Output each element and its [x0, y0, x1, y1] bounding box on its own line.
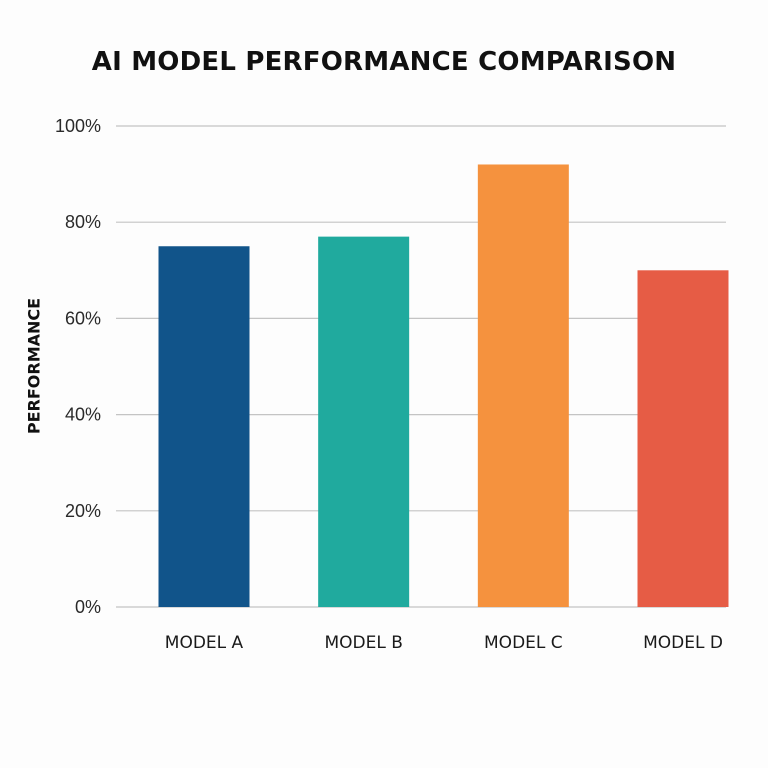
bars [158, 164, 729, 608]
x-tick-label: MODEL A [165, 633, 244, 653]
y-tick-label: 100% [55, 116, 101, 136]
y-tick-label: 80% [65, 212, 101, 232]
x-tick-label: MODEL D [643, 633, 723, 653]
bar-model-c [477, 164, 569, 608]
bar-model-a [158, 246, 250, 607]
bar-model-b [318, 236, 410, 607]
y-tick-label: 20% [65, 501, 101, 521]
bar-model-d [637, 270, 729, 607]
x-tick-label: MODEL B [324, 633, 402, 653]
y-tick-labels: 0% 20% 40% 60% 80% 100% [55, 116, 101, 617]
x-tick-labels: MODEL A MODEL B MODEL C MODEL D [165, 633, 723, 653]
chart-title: AI MODEL PERFORMANCE COMPARISON [91, 47, 677, 77]
y-tick-label: 60% [65, 308, 101, 328]
y-tick-label: 0% [75, 597, 101, 617]
x-tick-label: MODEL C [484, 633, 563, 653]
y-tick-label: 40% [65, 405, 101, 425]
